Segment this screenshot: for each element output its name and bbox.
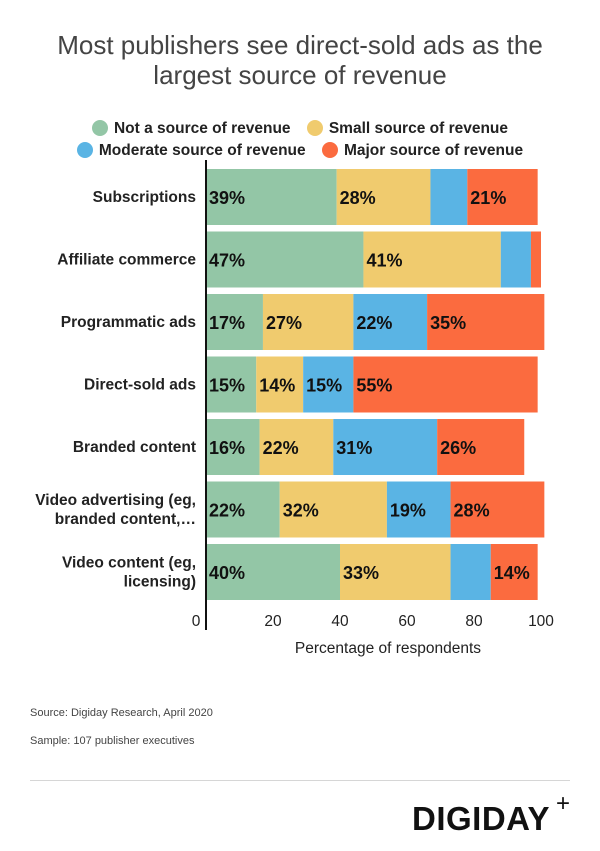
x-tick-label-100: 100: [528, 613, 554, 630]
data-label-branded-content-major-source-of-revenue: 26%: [440, 438, 476, 458]
data-label-branded-content-not-a-source-of-revenue: 16%: [209, 438, 245, 458]
data-label-video-content-eg-licensing-major-source-of-revenue: 14%: [494, 563, 530, 583]
category-label-programmatic-ads: Programmatic ads: [61, 314, 196, 331]
category-label-video-content-eg-licensing: Video content (eg, licensing): [62, 555, 196, 591]
data-label-direct-sold-ads-major-source-of-revenue: 55%: [356, 376, 392, 396]
data-label-programmatic-ads-small-source-of-revenue: 27%: [266, 313, 302, 333]
data-label-video-advertising-eg-branded-content-not-a-source-of-revenue: 22%: [209, 501, 245, 521]
digiday-plus-mark: +: [555, 790, 570, 817]
category-label-subscriptions: Subscriptions: [93, 189, 196, 206]
legend-item-major-source: Major source of revenue: [321, 142, 524, 160]
legend-item-small-source: Small source of revenue: [306, 120, 509, 138]
chart-title: Most publishers see direct-sold ads as t…: [0, 30, 600, 90]
stacked-bar-chart: Subscriptions 39% 28% 21% Affiliate commerce…: [35, 160, 554, 657]
data-label-subscriptions-major-source-of-revenue: 21%: [470, 188, 506, 208]
bar-programmatic-ads-not-a-source-of-revenue: [206, 294, 263, 350]
digiday-logo: DIGIDAY: [412, 800, 550, 837]
bar-video-advertising-eg-branded-content-small-source-of-revenue: [279, 481, 387, 538]
bar-programmatic-ads-moderate-source-of-revenue: [353, 294, 428, 350]
chart-title-line-2: largest source of revenue: [153, 60, 447, 90]
category-label-affiliate-commerce: Affiliate commerce: [57, 252, 196, 269]
footer-divider: [30, 780, 570, 781]
legend-label-major-source: Major source of revenue: [343, 142, 524, 159]
bar-branded-content-small-source-of-revenue: [259, 419, 334, 475]
bar-affiliate-commerce-not-a-source-of-revenue: [206, 231, 364, 288]
data-label-programmatic-ads-not-a-source-of-revenue: 17%: [209, 313, 245, 333]
bar-direct-sold-ads-small-source-of-revenue: [256, 356, 304, 413]
bar-video-content-eg-licensing-not-a-source-of-revenue: [206, 544, 340, 600]
category-label-direct-sold-ads: Direct-sold ads: [84, 377, 196, 394]
data-label-direct-sold-ads-moderate-source-of-revenue: 15%: [306, 376, 342, 396]
x-tick-label-20: 20: [264, 613, 282, 630]
data-label-video-content-eg-licensing-small-source-of-revenue: 33%: [343, 563, 379, 583]
bar-programmatic-ads-major-source-of-revenue: [427, 294, 545, 350]
x-tick-label-80: 80: [465, 613, 483, 630]
category-label-video-advertising-eg-branded-content: Video advertising (eg, branded content,…: [35, 492, 196, 528]
x-axis-title: Percentage of respondents: [295, 640, 481, 657]
legend-row-1: Not a source of revenue Small source of …: [0, 120, 600, 138]
data-label-video-advertising-eg-branded-content-moderate-source-of-revenue: 19%: [390, 501, 426, 521]
x-tick-label-40: 40: [331, 613, 349, 630]
bar-branded-content-moderate-source-of-revenue: [333, 419, 438, 475]
bar-affiliate-commerce-moderate-source-of-revenue: [500, 231, 531, 288]
category-label-branded-content: Branded content: [73, 439, 196, 456]
bar-video-advertising-eg-branded-content-moderate-source-of-revenue: [386, 481, 451, 538]
legend-label-moderate-source: Moderate source of revenue: [98, 142, 306, 159]
legend-swatch-small-source: [306, 120, 323, 136]
legend-item-not-a-source: Not a source of revenue: [91, 120, 291, 138]
bar-video-advertising-eg-branded-content-not-a-source-of-revenue: [206, 481, 280, 538]
bar-affiliate-commerce-major-source-of-revenue: [530, 231, 541, 288]
legend-item-moderate-source: Moderate source of revenue: [76, 142, 306, 160]
x-tick-label-0: 0: [192, 613, 201, 630]
data-label-affiliate-commerce-small-source-of-revenue: 41%: [366, 251, 402, 271]
bar-subscriptions-small-source-of-revenue: [336, 169, 431, 225]
bar-programmatic-ads-small-source-of-revenue: [262, 294, 354, 350]
data-label-direct-sold-ads-small-source-of-revenue: 14%: [259, 376, 295, 396]
data-label-subscriptions-not-a-source-of-revenue: 39%: [209, 188, 245, 208]
data-label-programmatic-ads-major-source-of-revenue: 35%: [430, 313, 466, 333]
x-tick-label-60: 60: [398, 613, 416, 630]
bar-video-advertising-eg-branded-content-major-source-of-revenue: [450, 481, 545, 538]
legend-label-small-source: Small source of revenue: [328, 120, 509, 137]
data-label-direct-sold-ads-not-a-source-of-revenue: 15%: [209, 376, 245, 396]
legend-swatch-not-a-source: [91, 120, 108, 136]
data-label-video-advertising-eg-branded-content-small-source-of-revenue: 32%: [283, 501, 319, 521]
bar-video-content-eg-licensing-small-source-of-revenue: [340, 544, 451, 600]
bar-direct-sold-ads-not-a-source-of-revenue: [206, 356, 257, 413]
chart-title-line-1: Most publishers see direct-sold ads as t…: [57, 30, 543, 60]
bar-direct-sold-ads-major-source-of-revenue: [353, 356, 538, 413]
source-note: Source: Digiday Research, April 2020: [30, 707, 213, 719]
data-label-affiliate-commerce-not-a-source-of-revenue: 47%: [209, 251, 245, 271]
bar-subscriptions-not-a-source-of-revenue: [206, 169, 337, 225]
data-label-video-content-eg-licensing-not-a-source-of-revenue: 40%: [209, 563, 245, 583]
legend-swatch-major-source: [321, 142, 338, 158]
data-label-branded-content-moderate-source-of-revenue: 31%: [336, 438, 372, 458]
bar-subscriptions-moderate-source-of-revenue: [430, 169, 468, 225]
legend-swatch-moderate-source: [76, 142, 93, 158]
bar-subscriptions-major-source-of-revenue: [467, 169, 538, 225]
bar-affiliate-commerce-small-source-of-revenue: [363, 231, 501, 288]
data-label-programmatic-ads-moderate-source-of-revenue: 22%: [356, 313, 392, 333]
bar-branded-content-major-source-of-revenue: [437, 419, 525, 475]
data-label-video-advertising-eg-branded-content-major-source-of-revenue: 28%: [454, 501, 490, 521]
legend-label-not-a-source: Not a source of revenue: [113, 120, 291, 137]
data-label-subscriptions-small-source-of-revenue: 28%: [340, 188, 376, 208]
legend-row-2: Moderate source of revenue Major source …: [0, 142, 600, 160]
bar-video-content-eg-licensing-major-source-of-revenue: [490, 544, 538, 600]
bar-branded-content-not-a-source-of-revenue: [206, 419, 260, 475]
sample-note: Sample: 107 publisher executives: [30, 735, 195, 747]
data-label-branded-content-small-source-of-revenue: 22%: [263, 438, 299, 458]
bar-direct-sold-ads-moderate-source-of-revenue: [303, 356, 354, 413]
bar-video-content-eg-licensing-moderate-source-of-revenue: [450, 544, 491, 600]
